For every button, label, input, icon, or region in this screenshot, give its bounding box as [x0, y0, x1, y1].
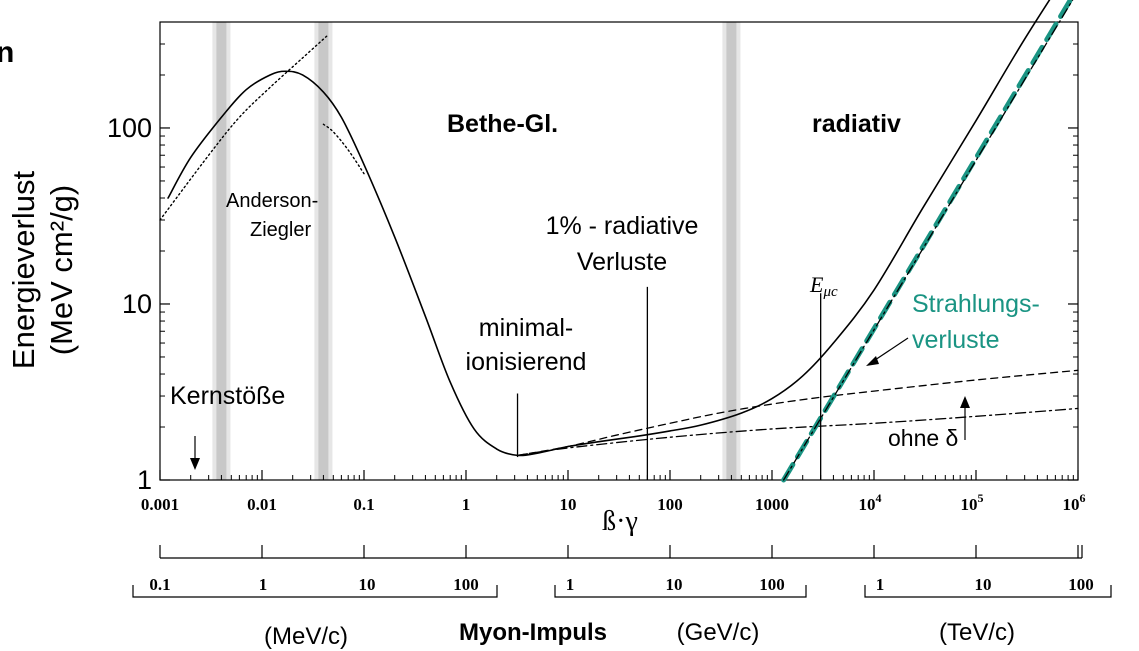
kern-label: Kernstöße [170, 382, 285, 410]
tev-unit-label: (TeV/c) [939, 619, 1015, 646]
transition-bands [212, 22, 741, 480]
gev-scale-tick-label: 100 [759, 575, 785, 594]
series-layer [159, 0, 1079, 483]
mev-scale-bracket [132, 585, 498, 598]
edge-letter: n [0, 36, 14, 69]
myon-impuls-title: Myon-Impuls [459, 619, 607, 646]
tev-scale-tick-label: 100 [1068, 575, 1094, 594]
tev-scale: 1 10 100 [864, 575, 1112, 598]
x-tick-label-4: 10 [560, 495, 577, 514]
minimal-label-line1: minimal- [479, 314, 573, 342]
gev-scale: 1 10 100 [554, 575, 807, 598]
gev-unit-label: (GeV/c) [677, 619, 760, 646]
x-axis-ticks: 0.001 0.01 0.1 1 10 100 1000 104 105 106 [141, 470, 1086, 514]
strahlung-arrow [871, 337, 909, 363]
y-axis-label-line2: (MeV cm²/g) [44, 185, 79, 356]
series-radiative-thin [782, 0, 1074, 481]
y-axis-ticks: 1 10 100 [107, 21, 1078, 495]
series-low-energy-fit [159, 33, 330, 221]
beta-gamma-scale [159, 545, 1083, 559]
series-ohne-delta [516, 407, 1079, 457]
series-total [167, 0, 1051, 457]
strahlung-label-line1: Strahlungs- [912, 290, 1040, 318]
x-tick-label-5: 100 [657, 495, 683, 514]
anderson-label-line2: Ziegler [250, 219, 311, 241]
bethe-label: Bethe-Gl. [447, 110, 558, 138]
tev-scale-bracket [864, 585, 1112, 598]
mev-scale: 0.1 1 10 100 [132, 575, 498, 598]
mev-scale-tick-label: 0.1 [149, 575, 170, 594]
gev-scale-tick-label: 10 [666, 575, 683, 594]
x-tick-label-0: 0.001 [141, 495, 179, 514]
mev-scale-tick-label: 1 [259, 575, 268, 594]
band-0 [212, 22, 231, 480]
anderson-label-line1: Anderson- [226, 190, 318, 212]
gev-scale-tick-label: 1 [566, 575, 575, 594]
x-tick-exponent: 6 [1080, 491, 1086, 505]
x-tick-label-8: 105 [961, 491, 984, 514]
minimal-label-line2: ionisierend [466, 348, 587, 376]
strahlung-label-line2: verluste [912, 326, 1000, 354]
ohne-delta-label: ohne δ [888, 425, 958, 451]
y-tick-label-1: 10 [122, 289, 152, 319]
marker-lines [516, 286, 822, 480]
momentum-scales: 0.1 1 10 100 1 10 100 1 10 100 [132, 545, 1112, 598]
emuc-label: Eμc [809, 272, 838, 300]
mev-scale-tick-label: 100 [453, 575, 479, 594]
series-strahlungsverluste [781, 0, 1074, 483]
x-tick-label-6: 1000 [755, 495, 789, 514]
x-tick-label-1: 0.01 [247, 495, 277, 514]
x-tick-label-9: 106 [1063, 491, 1086, 514]
series-with-delta [516, 369, 1079, 457]
kern-arrowhead [190, 458, 200, 470]
x-tick-label-3: 1 [462, 495, 471, 514]
mev-unit-label: (MeV/c) [264, 623, 348, 650]
y-tick-label-2: 100 [107, 113, 152, 143]
gev-scale-bracket [554, 585, 807, 598]
ohne-delta-arrowhead [960, 396, 970, 408]
radiative-loss-label-line2: Verluste [577, 248, 667, 276]
x-tick-exponent: 5 [978, 491, 984, 505]
strahlung-arrowhead [866, 356, 879, 366]
y-axis-label-line1: Energieverlust [6, 171, 41, 370]
radiativ-label: radiativ [812, 110, 901, 138]
series-anderson-ziegler [322, 123, 365, 175]
x-tick-label-7: 104 [859, 491, 882, 514]
radiative-loss-label-line1: 1% - radiative [546, 212, 699, 240]
y-tick-label-0: 1 [137, 465, 152, 495]
x-axis-label: ß·γ [602, 506, 638, 537]
mev-scale-tick-label: 10 [359, 575, 376, 594]
band-2 [722, 22, 741, 480]
tev-scale-tick-label: 1 [876, 575, 885, 594]
x-tick-exponent: 4 [876, 491, 882, 505]
x-tick-label-2: 0.1 [353, 495, 374, 514]
band-1 [314, 22, 333, 480]
tev-scale-tick-label: 10 [975, 575, 992, 594]
